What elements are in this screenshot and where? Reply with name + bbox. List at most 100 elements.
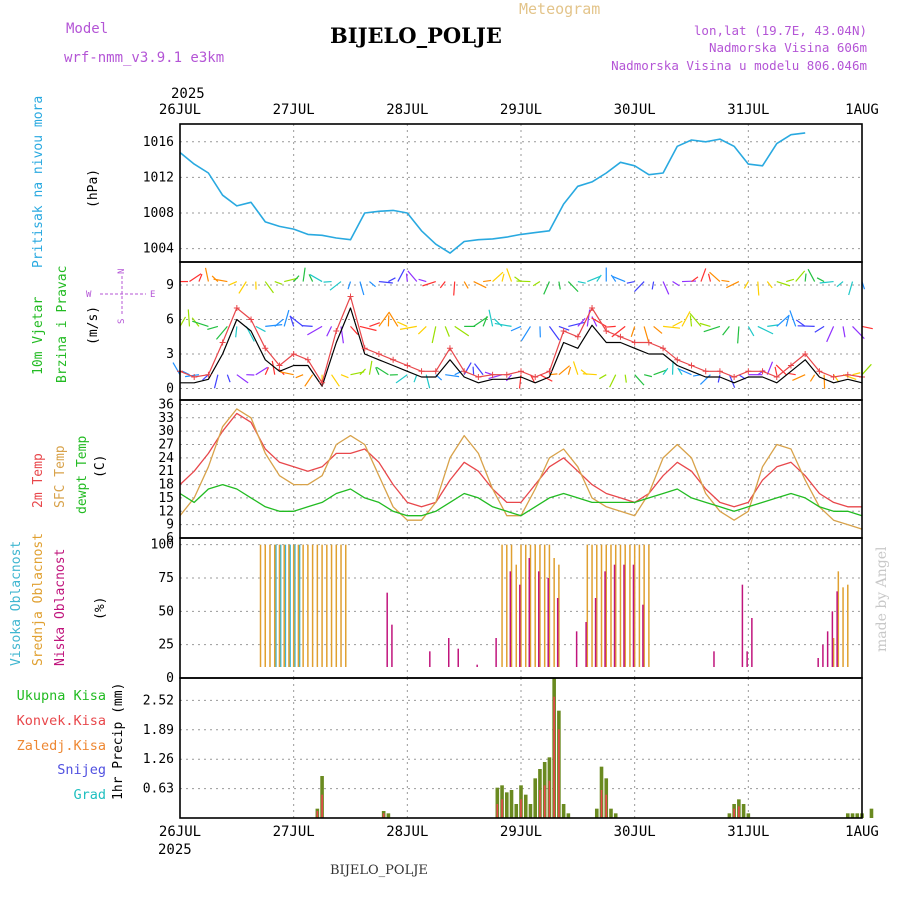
wind-arrow: [819, 280, 834, 284]
wind-arrow: [501, 273, 505, 282]
wind-speed-marker: [503, 371, 510, 378]
wind-arrow: [609, 374, 617, 388]
precip-ylabel: 1hr Precip (mm): [111, 683, 126, 800]
top-date-label: 26JUL: [159, 102, 201, 118]
wind-arrow: [737, 326, 740, 344]
compass-n: N: [117, 269, 127, 274]
precip-total-bar: [561, 804, 566, 818]
wind-arrow: [439, 281, 446, 289]
wind-arrow: [709, 271, 721, 282]
wind-arrow: [376, 366, 389, 376]
wind-arrow: [807, 268, 816, 282]
wind-arrow: [757, 325, 774, 335]
wind-speed-marker: [262, 345, 269, 352]
wind-arrow: [743, 281, 749, 289]
temp-ytick: 9: [166, 518, 174, 533]
wind-speed-marker: [830, 374, 837, 380]
top-date-label: 28JUL: [386, 102, 428, 118]
wind-arrow: [445, 374, 460, 378]
wind-speed-marker: [205, 371, 212, 378]
bottom-date-label: 30JUL: [614, 824, 656, 840]
wind-arrow: [699, 374, 711, 385]
wind-arrow: [236, 374, 249, 384]
temp-2m-line: [179, 412, 862, 508]
cloud-ylabel-mid: Srednja Oblacnost: [31, 533, 46, 666]
wind-arrow: [329, 281, 342, 291]
wind-arrow: [388, 277, 396, 283]
wind-arrow: [786, 278, 795, 283]
precip-convective-bar: [382, 813, 385, 818]
wind-arrow: [255, 366, 268, 376]
author-signature: made by Angel: [874, 546, 890, 652]
wind-arrow: [626, 280, 635, 284]
wind-arrow: [678, 368, 692, 376]
wind-arrow: [444, 326, 450, 337]
bottom-date-label: 1AUG: [845, 824, 879, 840]
wind-arrow: [861, 363, 872, 376]
precip-convective-bar: [520, 799, 522, 818]
wind-speed-marker: [191, 374, 198, 380]
wind-speed-marker: [446, 345, 453, 352]
precip-total-bar: [613, 813, 618, 818]
wind-arrow: [397, 268, 405, 282]
wind-arrow: [463, 281, 469, 289]
wind-speed-marker: [773, 374, 780, 380]
wind-arrow: [653, 369, 667, 376]
wind-arrow: [431, 326, 437, 344]
wind-arrow: [776, 314, 790, 327]
wind-arrow: [488, 309, 494, 327]
wind-speed-marker: [432, 368, 439, 375]
wind-arrow: [809, 374, 816, 382]
wind-arrow: [407, 270, 418, 282]
precip-total-bar: [566, 813, 571, 818]
temp-ytick: 15: [158, 491, 174, 506]
cloud-ytick: 25: [158, 638, 174, 653]
altitude-label: Nadmorska Visina 606m: [709, 40, 867, 55]
legend-snow: Snijeg: [57, 762, 106, 778]
precip-ytick: 1.89: [143, 723, 174, 738]
wind-arrow: [587, 275, 601, 283]
pressure-units: (hPa): [86, 169, 101, 208]
wind-yticks: 9 6 3 0: [166, 278, 174, 397]
wind-arrow: [747, 326, 755, 337]
wind-arrow: [179, 316, 187, 327]
wind-arrow: [172, 362, 181, 376]
cloud-ytick: 100: [151, 538, 174, 553]
wind-speed-marker: [518, 368, 524, 375]
cloud-ytick: 50: [158, 604, 174, 619]
wind-speed-marker: [716, 368, 723, 375]
wind-arrow: [577, 280, 586, 284]
wind-arrow: [347, 281, 352, 290]
wind-arrow: [359, 281, 365, 296]
temp-dewpoint-line: [179, 483, 863, 517]
wind-speed-marker: [333, 328, 340, 334]
wind-units: (m/s): [86, 306, 101, 345]
wind-arrow: [604, 325, 616, 328]
legend-graupel: Grad: [73, 787, 106, 803]
top-date-label: 29JUL: [500, 102, 542, 118]
wind-speed-marker: [304, 356, 311, 363]
wind-arrow: [520, 326, 531, 342]
station-title: BIJELO_POLJE: [330, 23, 502, 48]
precip-convective-bar: [321, 794, 323, 818]
bottom-date-label: 26JUL: [159, 824, 201, 840]
legend-total-rain: Ukupna Kisa: [17, 688, 106, 704]
wind-arrow: [766, 281, 773, 289]
pressure-panel-frame: [179, 123, 863, 263]
legend-freezing-rain: Zaledj.Kisa: [17, 738, 106, 754]
precip-total-bar: [528, 804, 533, 818]
wind-speed-marker: [390, 356, 397, 363]
frames-layer: [179, 123, 863, 819]
precip-convective-bar: [553, 696, 555, 818]
pressure-yticks: 1016 1012 1008 1004: [143, 135, 174, 257]
precip-total-bar: [504, 792, 509, 818]
wind-arrow: [473, 316, 489, 327]
wind-arrow: [189, 273, 202, 283]
wind-arrow: [229, 281, 238, 286]
model-label: Model: [66, 21, 108, 37]
wind-arrow: [699, 322, 711, 327]
wind-speed-marker: [290, 351, 297, 357]
wind-arrow: [833, 374, 839, 382]
precip-convective-bar: [501, 799, 503, 818]
cloud-ylabel-low: Niska Oblacnost: [53, 549, 68, 666]
